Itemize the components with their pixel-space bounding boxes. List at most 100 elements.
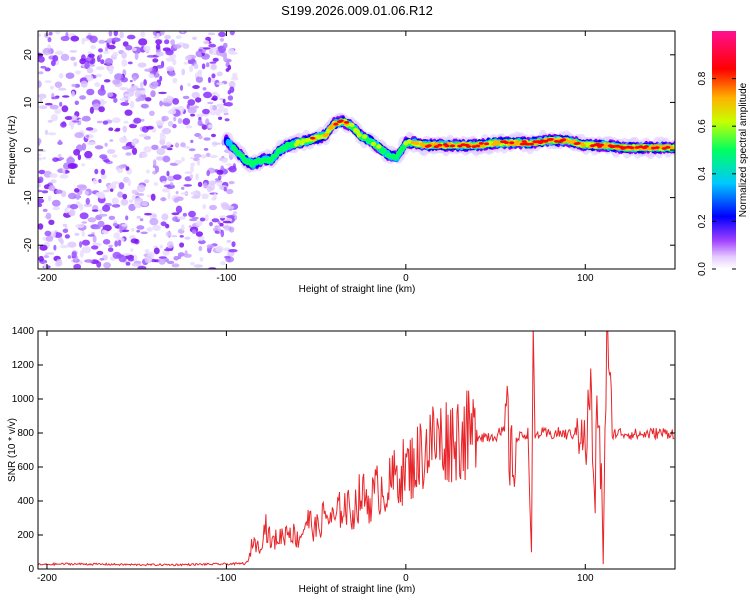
noise-blob (197, 181, 203, 187)
noise-blob (62, 168, 66, 175)
noise-blob (120, 101, 130, 106)
noise-blob (107, 247, 114, 252)
noise-blob (38, 223, 44, 230)
noise-blob (121, 145, 131, 150)
noise-blob (55, 189, 63, 194)
noise-blob (187, 82, 191, 87)
noise-blob (144, 255, 153, 264)
noise-blob (182, 43, 190, 49)
noise-blob (161, 127, 172, 135)
noise-blob (149, 217, 159, 226)
snr-ytick-label: 600 (17, 462, 34, 473)
noise-blob (182, 212, 187, 217)
noise-blob (111, 203, 121, 208)
ridge-cell (466, 145, 472, 148)
noise-blob (198, 116, 202, 121)
snr-ytick-label: 1000 (12, 394, 35, 405)
noise-blob (118, 164, 126, 169)
snr-plot-area (38, 331, 675, 569)
noise-blob (88, 53, 95, 58)
noise-blob (143, 79, 147, 86)
noise-blob (109, 139, 114, 142)
colorbar-label: Normalized spectral amplitude (738, 82, 749, 217)
noise-blob (89, 35, 98, 43)
noise-blob (173, 44, 182, 49)
noise-blob (222, 98, 226, 104)
noise-blob (85, 197, 91, 205)
noise-blob (50, 179, 57, 184)
colorbar-tick-label: 0.8 (697, 71, 708, 85)
noise-blob (225, 68, 230, 72)
noise-blob (91, 245, 99, 250)
ridge-cell (437, 143, 443, 147)
noise-blob (190, 139, 194, 143)
noise-blob (127, 61, 133, 65)
noise-blob (71, 115, 78, 121)
noise-blob (96, 261, 102, 268)
noise-blob (52, 206, 60, 211)
noise-blob (214, 230, 220, 234)
noise-blob (61, 95, 70, 98)
noise-blob (156, 148, 166, 156)
noise-blob (152, 224, 161, 231)
noise-blob (155, 39, 163, 45)
noise-blob (165, 49, 174, 56)
noise-blob (136, 215, 141, 219)
noise-blob (109, 183, 117, 191)
noise-blob (224, 107, 229, 114)
noise-blob (190, 261, 195, 266)
noise-blob (108, 66, 114, 75)
noise-blob (81, 246, 92, 254)
noise-blob (95, 66, 105, 71)
noise-blob (134, 52, 139, 60)
noise-blob (98, 39, 106, 44)
noise-blob (181, 157, 185, 162)
noise-blob (225, 102, 234, 107)
noise-blob (84, 191, 89, 195)
noise-blob (103, 262, 111, 269)
noise-blob (81, 221, 88, 224)
noise-blob (54, 108, 61, 115)
noise-blob (211, 105, 217, 111)
noise-blob (141, 201, 148, 207)
noise-blob (131, 139, 137, 147)
noise-blob (60, 35, 70, 42)
noise-blob (207, 32, 216, 36)
noise-blob (192, 36, 197, 40)
noise-blob (136, 225, 145, 230)
noise-blob (184, 146, 190, 149)
ridge-cell (571, 139, 578, 143)
spectrogram-xlabel: Height of straight line (km) (299, 284, 416, 295)
noise-blob (43, 255, 50, 259)
noise-blob (92, 235, 97, 243)
noise-blob (140, 81, 144, 89)
noise-blob (222, 53, 227, 60)
snr-xlabel: Height of straight line (km) (299, 584, 416, 595)
noise-blob (206, 244, 214, 249)
noise-blob (167, 260, 175, 265)
noise-blob (190, 165, 194, 173)
noise-blob (143, 135, 151, 140)
noise-blob (201, 63, 206, 70)
noise-blob (206, 185, 213, 192)
noise-blob (229, 226, 235, 233)
noise-blob (212, 95, 218, 101)
noise-blob (125, 261, 131, 266)
ridge-cell (376, 144, 382, 149)
noise-blob (102, 204, 111, 212)
noise-blob (97, 220, 105, 228)
colorbar-tick-label: 0.0 (697, 262, 708, 276)
noise-blob (218, 116, 223, 121)
spectrogram-xtick-label: -200 (37, 273, 57, 284)
noise-blob (136, 193, 145, 196)
noise-blob (80, 80, 88, 88)
noise-blob (39, 244, 48, 251)
noise-blob (42, 52, 51, 56)
ridge-cell (654, 146, 660, 150)
noise-blob (62, 223, 68, 227)
noise-blob (98, 179, 102, 183)
noise-blob (146, 169, 150, 174)
noise-blob (74, 132, 84, 139)
noise-blob (200, 154, 207, 159)
